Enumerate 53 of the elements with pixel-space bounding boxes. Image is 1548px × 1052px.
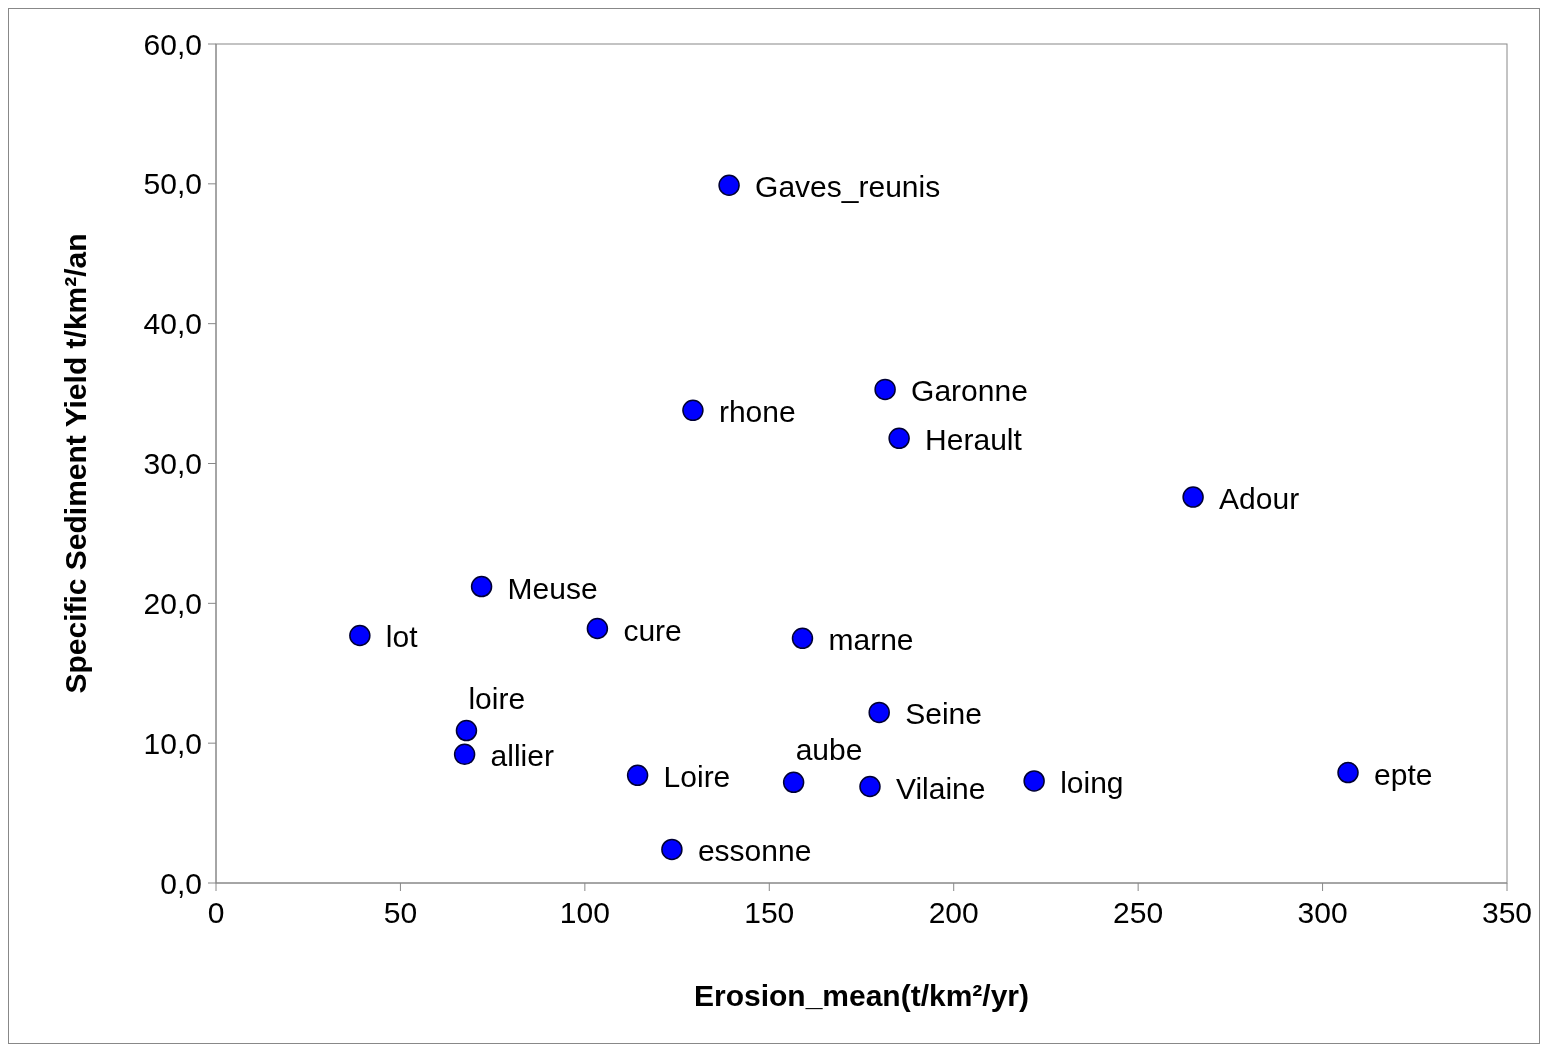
- point: [455, 719, 478, 742]
- y-tick-label: 30,0: [143, 447, 202, 480]
- point: [626, 764, 649, 787]
- annotation: cure: [623, 613, 682, 647]
- x-tick-label: 200: [928, 896, 979, 929]
- y-tick-label: 60,0: [143, 27, 202, 61]
- point: [349, 624, 371, 647]
- y-tick-label: 0,0: [160, 866, 202, 900]
- annotation: Adour: [1219, 482, 1300, 516]
- y-axis-title: Specific Sediment Yield t/km²/an: [59, 233, 92, 694]
- y-tick-label: 10,0: [143, 726, 202, 760]
- x-axis-title: Erosion_mean(t/km²/yr): [693, 979, 1030, 1012]
- x-tick-label: 300: [1297, 896, 1348, 929]
- x-tick-label: 150: [744, 896, 795, 929]
- point: [1023, 770, 1045, 792]
- y-tick-label: 50,0: [143, 167, 202, 201]
- annotation: Meuse: [507, 571, 598, 605]
- annotation: Herault: [925, 423, 1023, 457]
- x-tick-label: 350: [1481, 896, 1533, 929]
- point: [453, 743, 476, 766]
- annotation: rhone: [718, 395, 796, 429]
- annotation: Gaves_reunis: [755, 170, 941, 204]
- point: [682, 399, 704, 422]
- annotation: loing: [1060, 765, 1124, 799]
- x-tick-label: 250: [1113, 896, 1164, 929]
- x-tick-label: 50: [383, 896, 418, 929]
- point: [586, 617, 609, 640]
- y-tick-label: 20,0: [143, 586, 202, 620]
- annotation: aube: [795, 733, 863, 767]
- annotation: Loire: [663, 760, 731, 794]
- point: [868, 701, 890, 724]
- x-tick-label: 100: [559, 896, 610, 929]
- point: [782, 771, 805, 794]
- annotation: Garonne: [911, 374, 1028, 408]
- point: [874, 378, 896, 401]
- annotation: loire: [468, 681, 526, 715]
- annotation: lot: [385, 620, 419, 654]
- x-tick-label: 0: [207, 896, 225, 929]
- annotation: allier: [490, 739, 554, 773]
- point: [791, 627, 814, 650]
- annotation: essonne: [697, 834, 812, 868]
- annotation: epte: [1374, 757, 1433, 791]
- annotation: marne: [828, 623, 914, 657]
- point: [718, 174, 740, 196]
- point: [470, 575, 493, 598]
- y-tick-label: 40,0: [143, 307, 202, 341]
- point: [859, 775, 881, 798]
- point: [888, 427, 910, 450]
- point: [661, 838, 683, 861]
- annotation: Seine: [905, 697, 982, 731]
- point: [1337, 761, 1359, 784]
- annotation: Vilaine: [895, 771, 986, 805]
- point: [1182, 486, 1204, 508]
